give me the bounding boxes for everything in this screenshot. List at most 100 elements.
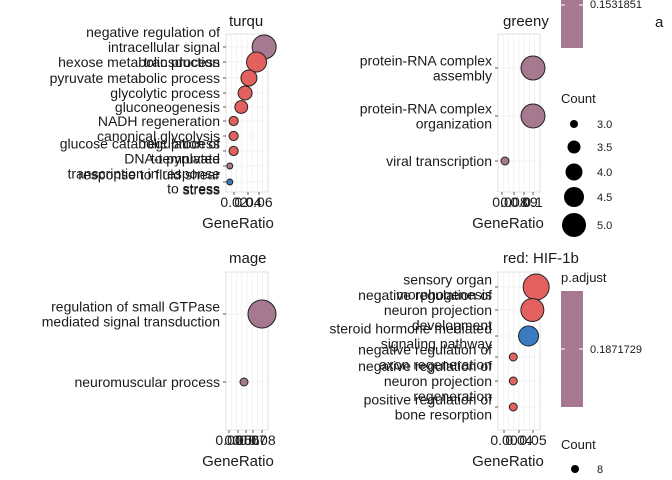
x-tick-label: 0.0	[492, 194, 512, 210]
padjust-value: 0.1871729	[590, 344, 642, 356]
category-label: morphogenesis	[396, 287, 492, 303]
x-tick-label: 0.04	[505, 432, 532, 448]
category-label: glycolytic process	[110, 85, 220, 101]
count-legend-label: 5.0	[597, 220, 612, 232]
count-legend-label: 4.0	[597, 167, 612, 179]
colorbar-top-value: 0.1531851	[590, 0, 642, 11]
panel-title: red: HIF-1b	[503, 250, 579, 267]
category-label: intracellular signal	[108, 39, 220, 55]
data-point	[240, 69, 258, 87]
category-label: NADH regeneration	[98, 113, 220, 129]
x-tick-label: 0.05	[224, 432, 251, 448]
category-label: transcription in response	[67, 166, 220, 182]
x-tick-label: 0.00	[490, 432, 517, 448]
count-legend-label: 4.5	[597, 192, 612, 204]
x-tick-label: 0.09	[510, 194, 537, 210]
data-point	[520, 103, 546, 129]
x-tick-label: 0.04	[234, 194, 261, 210]
category-label: regulation of small GTPase	[51, 299, 220, 315]
data-point	[226, 178, 234, 186]
x-tick-label: 0.05	[519, 432, 546, 448]
category-label: transduction	[144, 54, 220, 70]
x-tick-label: 0.08	[500, 194, 527, 210]
count-legend-label: 3.5	[597, 142, 612, 154]
x-tick-label: 0.07	[239, 432, 266, 448]
colorbar-top	[561, 0, 583, 48]
category-label: signaling pathway	[381, 336, 492, 352]
category-label: axon regeneration	[379, 357, 492, 373]
x-tick-label: 0.08	[248, 432, 275, 448]
category-label: canonical glycolysis	[97, 128, 220, 144]
category-label: assembly	[433, 68, 492, 84]
category-label: protein-RNA complex	[360, 53, 492, 69]
x-tick-label: 0.02	[220, 194, 247, 210]
x-tick-label: 0.1	[523, 194, 543, 210]
category-label: to pyruvate	[151, 151, 220, 167]
count-legend-circle	[565, 163, 583, 181]
category-label: gluconeogenesis	[115, 99, 220, 115]
count-legend-circle	[562, 213, 586, 237]
category-label: negative regulation of	[86, 24, 220, 40]
panel-1: turqu negative regulation ofintracellular…	[50, 13, 277, 232]
category-label: viral transcription	[386, 153, 492, 169]
x-tick-label: 0.06	[245, 194, 272, 210]
count-legend-circle	[567, 140, 581, 154]
data-point	[234, 100, 249, 114]
category-label: neuron projection	[384, 302, 492, 318]
count-legend-bottom-label: 8	[597, 464, 603, 476]
colorbar-top-suffix: a	[655, 14, 664, 31]
category-label: hexose metabolic process	[58, 54, 220, 70]
category-label: organization	[416, 116, 492, 132]
data-point	[522, 273, 550, 301]
category-label: to stress	[167, 181, 220, 197]
x-axis-label: GeneRatio	[202, 453, 274, 470]
category-label: stress	[183, 182, 220, 198]
legends: 0.1531851 a Count 3.0 3.5 4.0 4.5 5.0 p.adjust 0.…	[561, 0, 664, 476]
panel-title: mage	[229, 250, 267, 267]
x-axis-label: GeneRatio	[472, 215, 544, 232]
x-axis-label: GeneRatio	[472, 453, 544, 470]
count-legend-circle	[570, 120, 578, 128]
category-label: regeneration	[413, 388, 492, 404]
category-label: steroid hormone mediated	[329, 321, 492, 337]
category-label: DNA-templated	[124, 151, 220, 167]
category-label: protein-RNA complex	[360, 101, 492, 117]
panel-title: turqu	[229, 13, 263, 30]
category-label: neuron projection	[384, 373, 492, 389]
category-label: glucose catabolic process	[60, 136, 220, 152]
count-legend-title: Count	[561, 91, 596, 106]
category-label: response to fluid shear	[78, 167, 220, 183]
data-point	[228, 130, 239, 142]
category-label: development	[412, 317, 492, 333]
count-legend-bottom-title: Count	[561, 437, 596, 452]
data-point	[247, 299, 277, 329]
data-point	[228, 115, 239, 127]
data-point	[508, 402, 518, 412]
data-point	[237, 85, 253, 101]
x-tick-label: 0.00	[215, 432, 242, 448]
category-label: negative regulation of	[358, 358, 492, 374]
category-label: regulation of	[143, 136, 220, 152]
x-tick-label: 0.06	[232, 432, 259, 448]
data-point	[500, 156, 510, 166]
colorbar-padjust	[561, 291, 583, 407]
x-axis-label: GeneRatio	[202, 215, 274, 232]
count-legend-bottom-circle	[571, 465, 579, 473]
data-point	[508, 376, 518, 386]
category-label: positive regulation of	[364, 392, 493, 408]
category-label: negative regulation of	[358, 342, 492, 358]
category-label: neuromuscular process	[74, 374, 220, 390]
padjust-legend-title: p.adjust	[561, 270, 607, 285]
category-label: bone resorption	[395, 407, 492, 423]
data-point	[520, 55, 546, 81]
category-label: mediated signal transduction	[42, 314, 220, 330]
category-label: sensory organ	[403, 272, 492, 288]
panel-title: greeny	[503, 13, 549, 30]
data-point	[228, 145, 239, 157]
category-label: negative regulation of	[358, 287, 492, 303]
data-point	[239, 377, 249, 387]
